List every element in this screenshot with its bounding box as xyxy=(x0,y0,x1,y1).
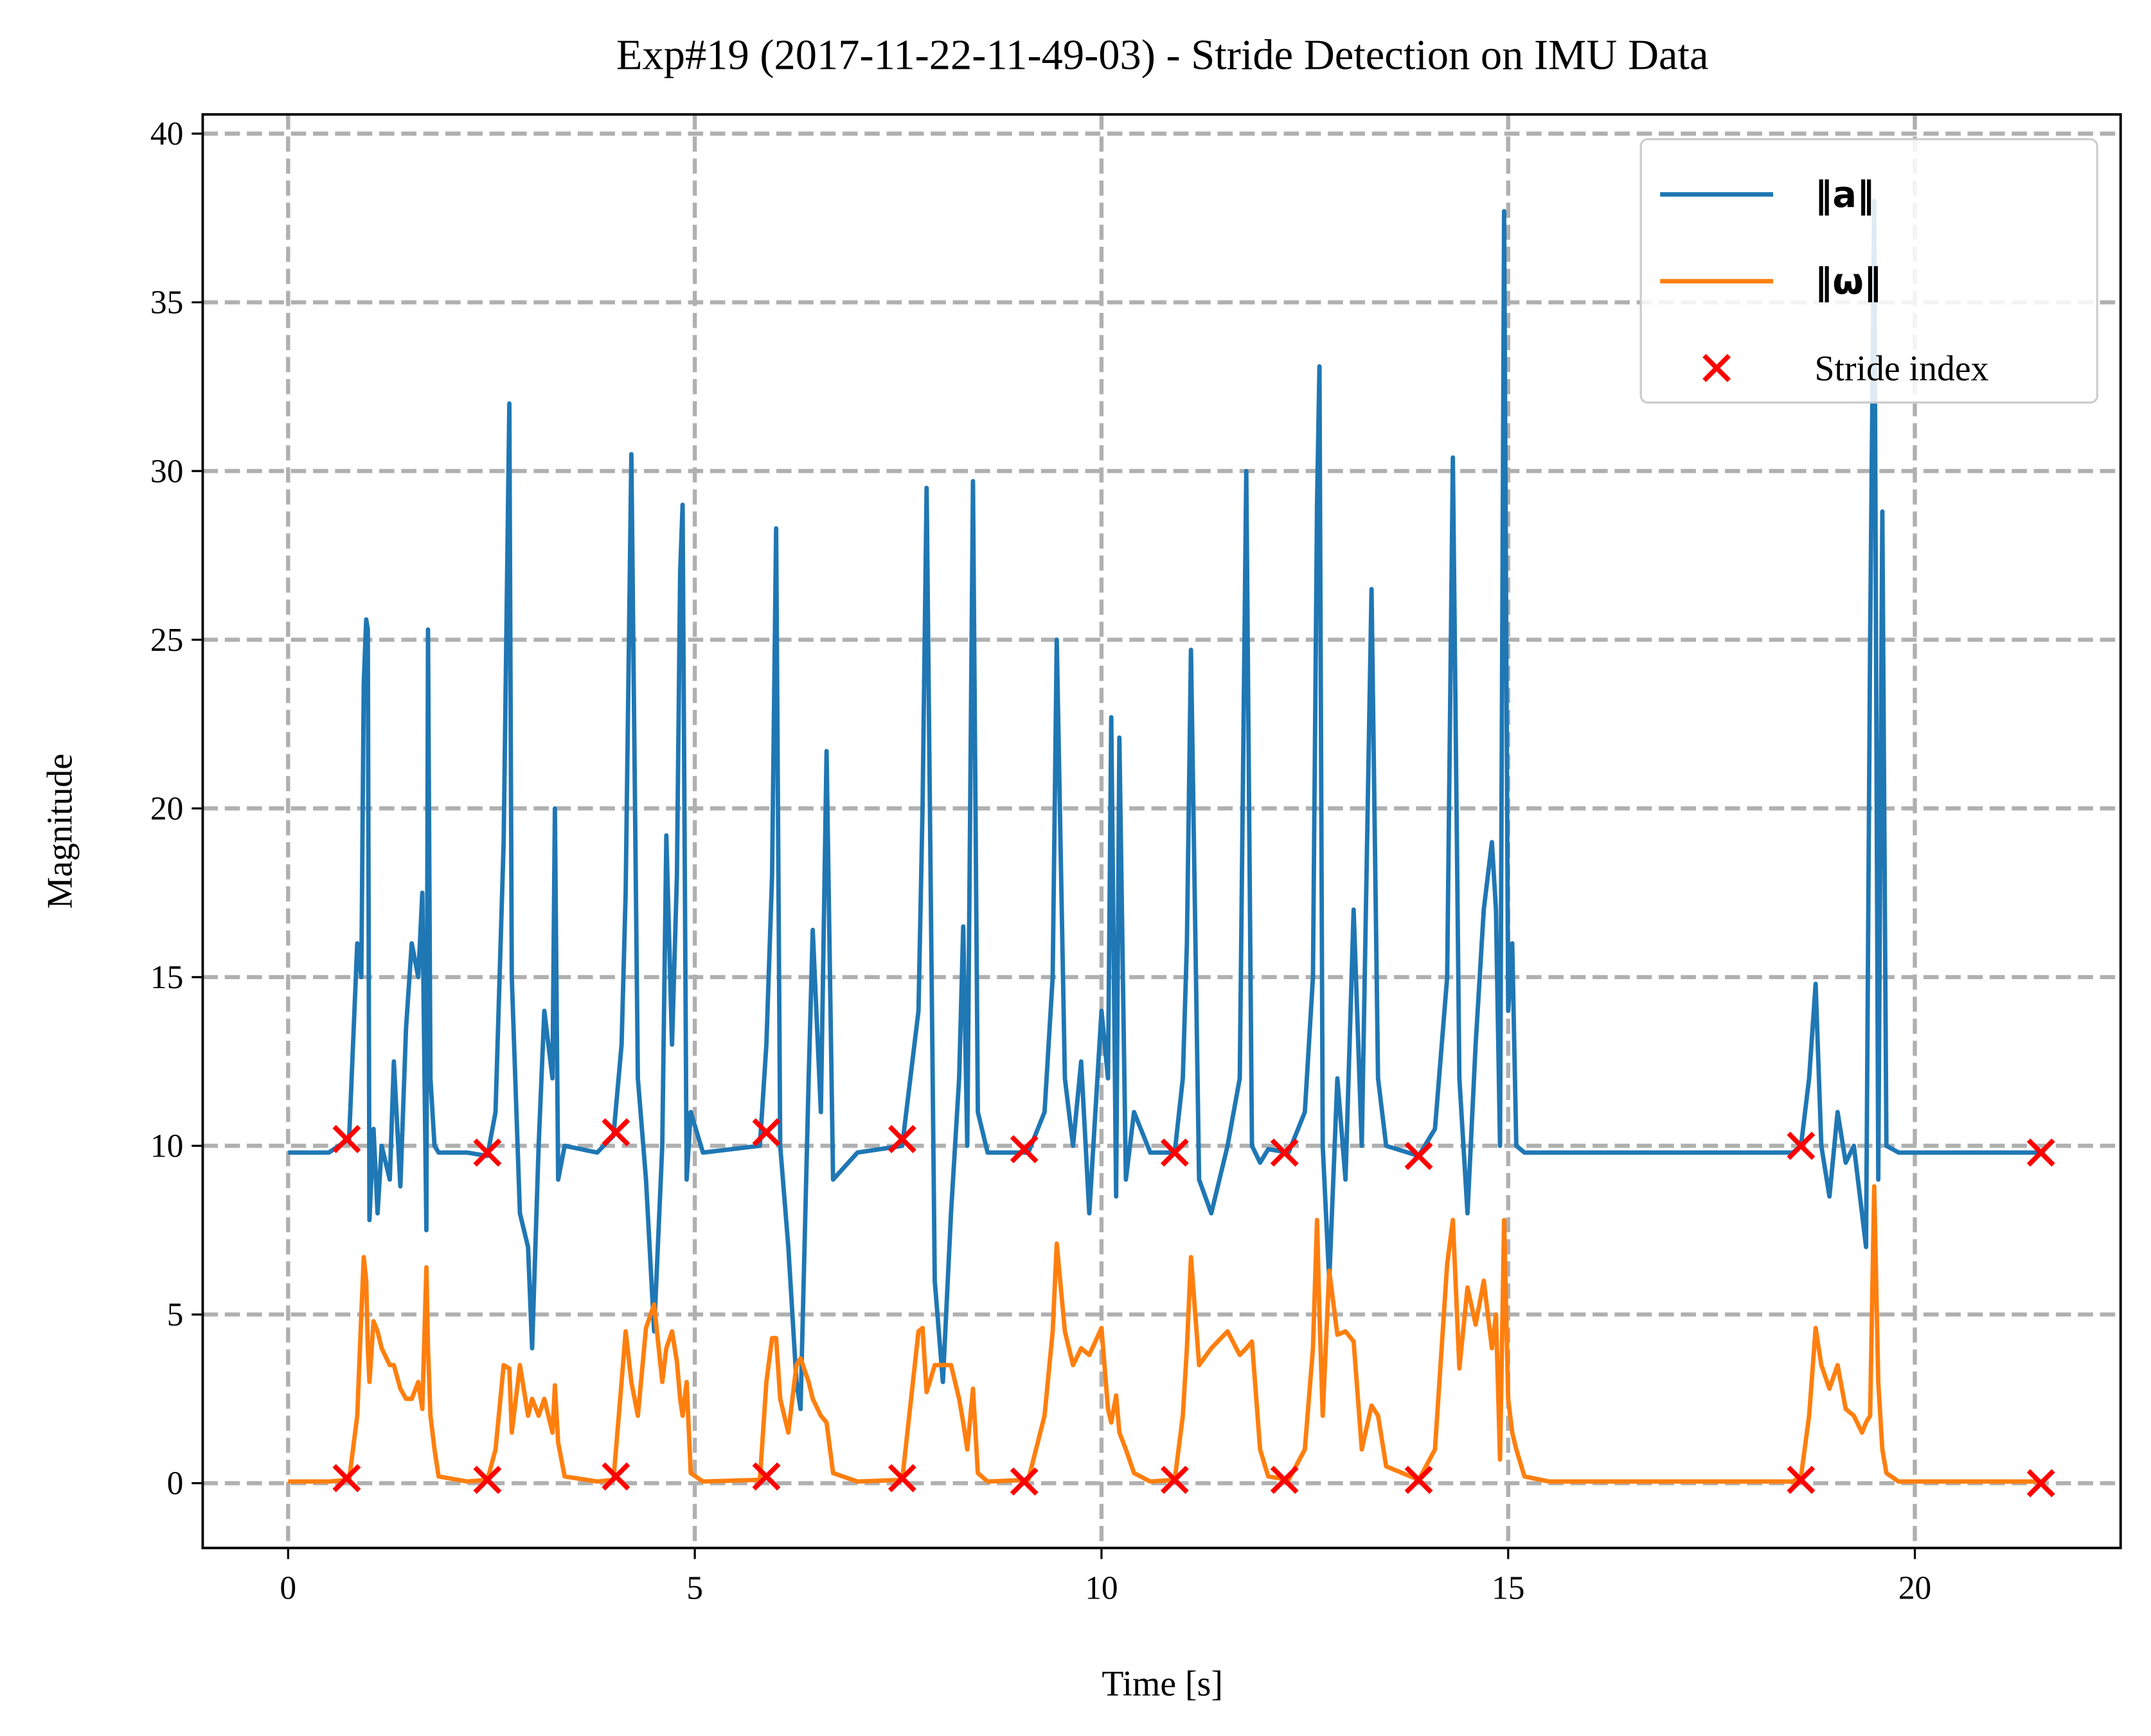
legend-label: ‖ω‖ xyxy=(1814,261,1881,303)
x-tick-label: 15 xyxy=(1492,1570,1524,1607)
stride-marker xyxy=(1010,1135,1039,1164)
chart-title: Exp#19 (2017-11-22-11-49-03) - Stride De… xyxy=(616,31,1709,78)
y-tick-label: 35 xyxy=(150,285,183,321)
stride-marker xyxy=(473,1466,502,1494)
data-line xyxy=(288,199,2046,1412)
legend-swatch xyxy=(1702,353,1731,382)
stride-marker xyxy=(1270,1138,1299,1167)
stride-marker xyxy=(602,1462,630,1491)
stride-marker xyxy=(752,1462,781,1491)
stride-marker xyxy=(1160,1466,1189,1494)
y-tick-label: 15 xyxy=(150,959,183,996)
legend-label: ‖a‖ xyxy=(1814,174,1874,216)
stride-marker xyxy=(2026,1469,2055,1498)
x-axis-label: Time [s] xyxy=(1102,1664,1223,1704)
y-tick-label: 20 xyxy=(150,790,183,827)
plot-area xyxy=(288,199,2046,1484)
data-line xyxy=(288,1183,2046,1484)
stride-marker xyxy=(1787,1131,1816,1160)
stride-marker xyxy=(1010,1467,1039,1496)
stride-marker xyxy=(2026,1138,2055,1167)
stride-marker xyxy=(332,1464,361,1492)
y-tick-label: 10 xyxy=(150,1128,183,1165)
stride-marker xyxy=(1404,1142,1433,1171)
stride-marker xyxy=(332,1124,361,1153)
x-tick-label: 5 xyxy=(686,1570,703,1607)
stride-marker xyxy=(1270,1466,1299,1494)
stride-marker xyxy=(1160,1138,1189,1167)
y-tick-label: 5 xyxy=(167,1297,184,1333)
stride-marker xyxy=(473,1138,502,1167)
y-tick-label: 25 xyxy=(150,622,183,659)
y-tick-label: 40 xyxy=(150,116,183,152)
legend-box xyxy=(1639,138,2098,404)
x-tick-label: 20 xyxy=(1898,1570,1931,1607)
y-tick-label: 30 xyxy=(150,453,183,490)
stride-marker xyxy=(888,1124,916,1153)
stride-marker xyxy=(752,1118,781,1147)
axes-frame xyxy=(201,113,2122,1550)
x-tick-label: 0 xyxy=(280,1570,296,1607)
stride-marker xyxy=(1787,1466,1816,1494)
stride-marker xyxy=(602,1118,630,1147)
y-tick-label: 0 xyxy=(167,1466,184,1502)
stride-marker xyxy=(1404,1466,1433,1494)
legend: ‖a‖ ‖ω‖ Stride index xyxy=(1639,138,2098,404)
x-tick-label: 10 xyxy=(1085,1570,1118,1607)
y-axis-label: Magnitude xyxy=(40,754,80,909)
legend-label: Stride index xyxy=(1814,349,1988,389)
stride-marker xyxy=(888,1464,916,1492)
